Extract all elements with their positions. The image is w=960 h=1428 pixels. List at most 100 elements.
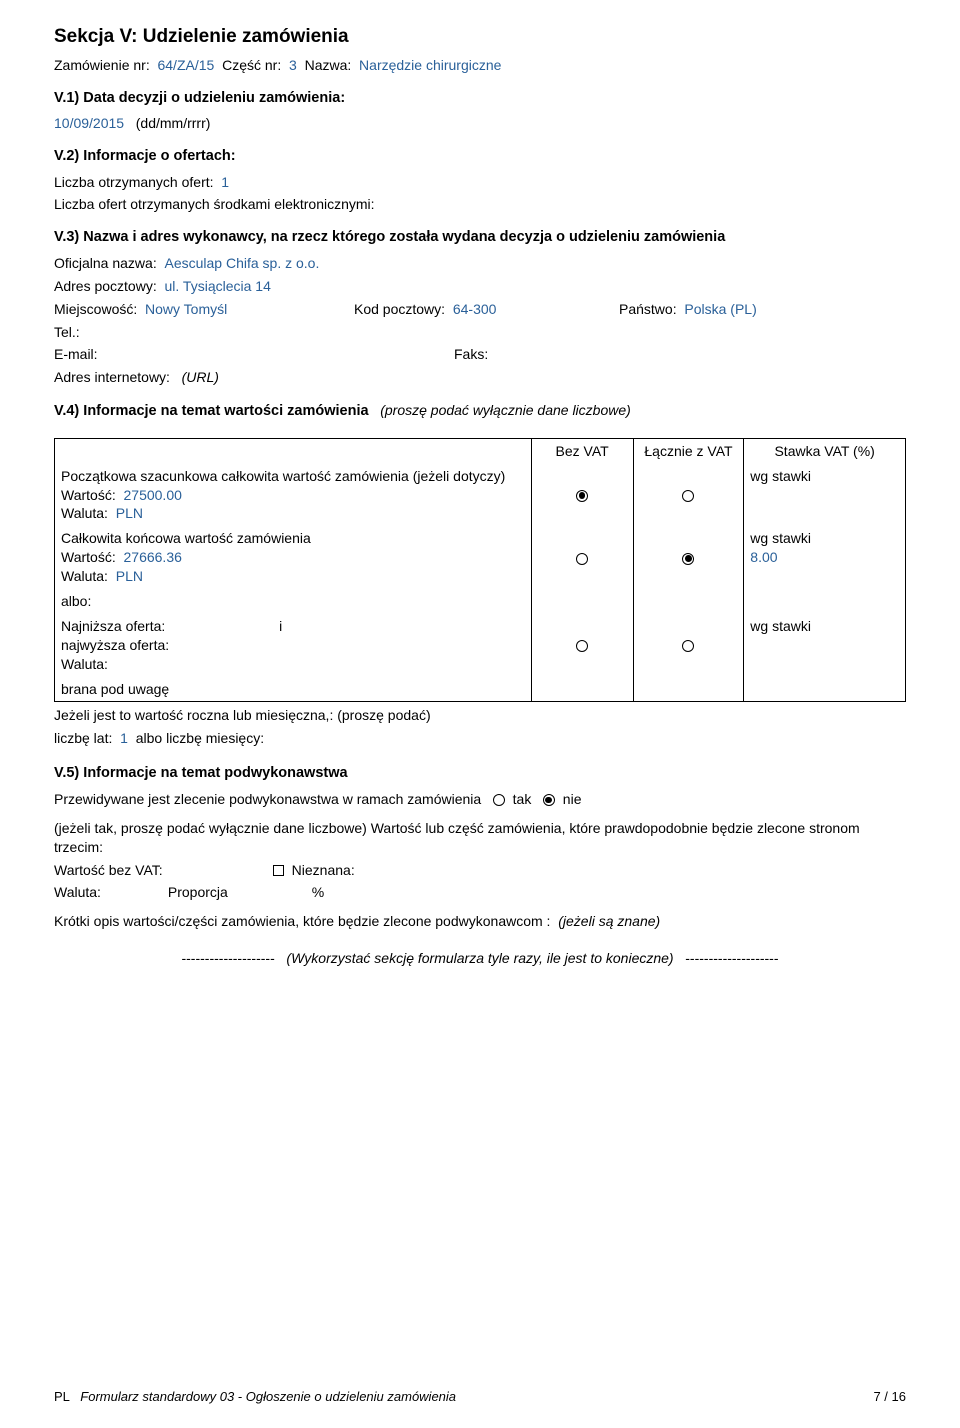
vat-table: Bez VAT Łącznie z VAT Stawka VAT (%) Poc… — [54, 438, 906, 703]
part-no-value: 3 — [285, 57, 297, 73]
page-footer: PL Formularz standardowy 03 - Ogłoszenie… — [54, 1388, 906, 1406]
v3-url-label: Adres internetowy: — [54, 369, 170, 385]
repeat-note: -------------------- (Wykorzystać sekcję… — [54, 949, 906, 968]
row3-incvat-radio[interactable] — [682, 640, 694, 652]
v2-electronic-line: Liczba ofert otrzymanych środkami elektr… — [54, 195, 906, 214]
row1-exvat-radio[interactable] — [576, 490, 588, 502]
order-id-line: Zamówienie nr: 64/ZA/15 Część nr: 3 Nazw… — [54, 56, 906, 75]
order-no-label: Zamówienie nr: — [54, 57, 150, 73]
v5-yes-radio[interactable] — [493, 794, 505, 806]
v3-city-row: Miejscowość: Nowy Tomyśl Kod pocztowy: 6… — [54, 300, 906, 319]
col-exvat: Bez VAT — [531, 438, 633, 463]
table-row: Całkowita końcowa wartość zamówienia War… — [55, 526, 906, 589]
v5-unknown-checkbox[interactable] — [273, 865, 284, 876]
table-row: albo: — [55, 589, 906, 614]
name-value: Narzędzie chirurgiczne — [355, 57, 501, 73]
v3-url-hint: (URL) — [174, 369, 219, 385]
v3-postcode-label: Kod pocztowy: — [354, 301, 445, 317]
v1-date-line: 10/09/2015 (dd/mm/rrrr) — [54, 114, 906, 133]
row1-currency: PLN — [112, 505, 143, 521]
footer-form-name: Formularz standardowy 03 - Ogłoszenie o … — [73, 1389, 456, 1404]
v5-no-label: nie — [559, 791, 582, 807]
v3-fax-label: Faks: — [454, 345, 906, 364]
repeat-dashes-left: -------------------- — [181, 950, 274, 966]
annual-note-l2-mid: albo liczbę miesięcy: — [132, 730, 264, 746]
repeat-note-text: (Wykorzystać sekcję formularza tyle razy… — [279, 950, 682, 966]
v2-received-label: Liczba otrzymanych ofert: — [54, 174, 214, 190]
v5-currency-label: Waluta: — [54, 883, 164, 902]
v3-email-label: E-mail: — [54, 345, 454, 364]
row1-incvat-radio[interactable] — [682, 490, 694, 502]
annual-note-l2-pre: liczbę lat: — [54, 730, 112, 746]
v5-if-yes: (jeżeli tak, proszę podać wyłącznie dane… — [54, 819, 906, 857]
v5-percent: % — [312, 884, 324, 900]
part-no-label: Część nr: — [218, 57, 281, 73]
v2-received-line: Liczba otrzymanych ofert: 1 — [54, 173, 906, 192]
order-no-value: 64/ZA/15 — [154, 57, 215, 73]
v5-short-desc: Krótki opis wartości/części zamówienia, … — [54, 912, 906, 931]
v3-official-name-label: Oficjalna nazwa: — [54, 255, 157, 271]
v5-currency-line: Waluta: Proporcja % — [54, 883, 906, 902]
v4-heading-hint: (proszę podać wyłącznie dane liczbowe) — [372, 402, 630, 418]
table-row: brana pod uwagę — [55, 677, 906, 702]
row2-rate-value: 8.00 — [750, 548, 899, 567]
col-rate: Stawka VAT (%) — [744, 438, 906, 463]
v3-postal-address: Adres pocztowy: ul. Tysiąclecia 14 — [54, 277, 906, 296]
row3-exvat-radio[interactable] — [576, 640, 588, 652]
taken-label: brana pod uwagę — [55, 677, 532, 702]
v3-official-name-value: Aesculap Chifa sp. z o.o. — [161, 255, 320, 271]
annual-note-years: 1 — [116, 730, 128, 746]
row1-rate-cell: wg stawki — [744, 464, 906, 527]
annual-note-l1: Jeżeli jest to wartość roczna lub miesię… — [54, 706, 906, 725]
v3-city-label: Miejscowość: — [54, 301, 137, 317]
v5-value-line: Wartość bez VAT: Nieznana: — [54, 861, 906, 880]
row2-incvat-radio[interactable] — [682, 553, 694, 565]
row1-currency-label: Waluta: — [61, 505, 108, 521]
row2-currency: PLN — [112, 568, 143, 584]
name-label: Nazwa: — [301, 57, 352, 73]
row1-label: Początkowa szacunkowa całkowita wartość … — [61, 467, 525, 486]
or-label: albo: — [55, 589, 532, 614]
v3-tel-line: Tel.: — [54, 323, 906, 342]
v3-country-value: Polska (PL) — [680, 301, 756, 317]
row1-value-label: Wartość: — [61, 487, 116, 503]
v3-url-line: Adres internetowy: (URL) — [54, 368, 906, 387]
highest-label: najwyższa oferta: — [61, 636, 525, 655]
v3-official-name: Oficjalna nazwa: Aesculap Chifa sp. z o.… — [54, 254, 906, 273]
v5-value-exvat-label: Wartość bez VAT: — [54, 861, 269, 880]
row2-label: Całkowita końcowa wartość zamówienia — [61, 529, 525, 548]
row1-value: 27500.00 — [120, 487, 182, 503]
v5-short-desc-label: Krótki opis wartości/części zamówienia, … — [54, 913, 550, 929]
row2-currency-label: Waluta: — [61, 568, 108, 584]
annual-note-l2: liczbę lat: 1 albo liczbę miesięcy: — [54, 729, 906, 748]
v5-yes-label: tak — [509, 791, 532, 807]
v3-city-value: Nowy Tomyśl — [141, 301, 227, 317]
row3-rate-cell: wg stawki — [744, 614, 906, 677]
v2-received-value: 1 — [217, 174, 229, 190]
v3-postcode-value: 64-300 — [449, 301, 496, 317]
row2-exvat-radio[interactable] — [576, 553, 588, 565]
v1-date: 10/09/2015 — [54, 115, 124, 131]
footer-lang: PL — [54, 1389, 69, 1404]
row2-value-label: Wartość: — [61, 549, 116, 565]
table-row: Najniższa oferta: i najwyższa oferta: Wa… — [55, 614, 906, 677]
v5-expected-label: Przewidywane jest zlecenie podwykonawstw… — [54, 791, 481, 807]
row2-value: 27666.36 — [120, 549, 182, 565]
v5-expected-line: Przewidywane jest zlecenie podwykonawstw… — [54, 790, 906, 809]
v3-country-label: Państwo: — [619, 301, 677, 317]
v3-heading: V.3) Nazwa i adres wykonawcy, na rzecz k… — [54, 228, 906, 248]
v3-postal-address-label: Adres pocztowy: — [54, 278, 157, 294]
v3-postal-address-value: ul. Tysiąclecia 14 — [161, 278, 271, 294]
row2-rate-label: wg stawki — [750, 529, 899, 548]
v3-email-row: E-mail: Faks: — [54, 345, 906, 364]
v5-no-radio[interactable] — [543, 794, 555, 806]
section-v-title: Sekcja V: Udzielenie zamówienia — [54, 24, 906, 50]
v1-heading: V.1) Data decyzji o udzieleniu zamówieni… — [54, 89, 906, 109]
v5-short-desc-hint: (jeżeli są znane) — [554, 913, 660, 929]
table-row: Początkowa szacunkowa całkowita wartość … — [55, 464, 906, 527]
footer-page-number: 7 / 16 — [873, 1388, 906, 1406]
table-row: Bez VAT Łącznie z VAT Stawka VAT (%) — [55, 438, 906, 463]
col-incvat: Łącznie z VAT — [633, 438, 744, 463]
v5-unknown-label: Nieznana: — [288, 862, 355, 878]
v2-heading: V.2) Informacje o ofertach: — [54, 147, 906, 167]
